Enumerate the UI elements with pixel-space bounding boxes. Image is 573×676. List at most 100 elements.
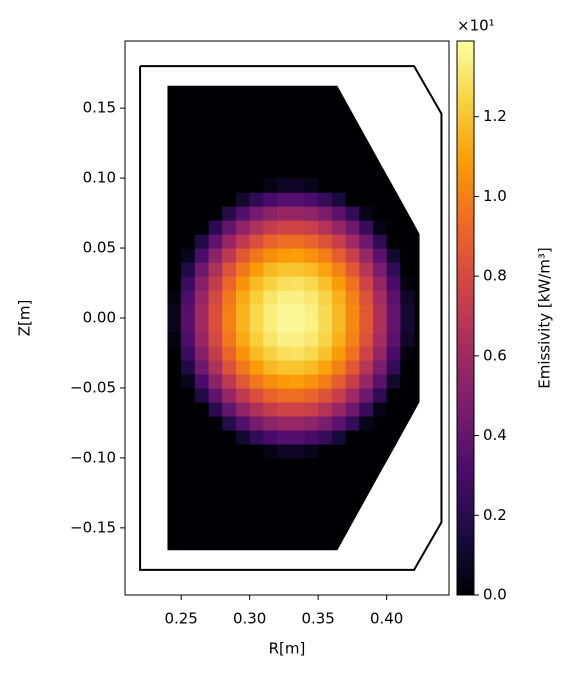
- heatmap-cell: [277, 387, 292, 403]
- heatmap-cell: [263, 429, 278, 445]
- heatmap-cell: [386, 401, 401, 417]
- heatmap-cell: [304, 220, 319, 235]
- heatmap-cell: [372, 276, 388, 291]
- heatmap-cell: [277, 192, 292, 207]
- heatmap-cell: [222, 345, 237, 361]
- heatmap-cell: [304, 345, 319, 361]
- heatmap-cell: [181, 429, 196, 445]
- heatmap-cell: [400, 234, 415, 249]
- heatmap-cell: [181, 276, 196, 291]
- heatmap-cell: [208, 248, 223, 263]
- x-tick-label: 0.35: [301, 610, 334, 628]
- heatmap-cell: [318, 220, 333, 235]
- heatmap-cell: [235, 387, 251, 403]
- heatmap-cell: [400, 276, 415, 291]
- heatmap-cell: [372, 290, 388, 305]
- heatmap-cell: [194, 304, 210, 319]
- heatmap-cell: [318, 331, 333, 347]
- heatmap-cell: [249, 373, 264, 389]
- heatmap-cell: [208, 387, 223, 403]
- y-tick-label: 0.05: [83, 239, 116, 257]
- heatmap-cell: [304, 304, 319, 319]
- heatmap-cell: [304, 192, 319, 207]
- heatmap-cell: [318, 192, 333, 207]
- heatmap-cell: [345, 429, 360, 445]
- heatmap-cell: [181, 262, 196, 277]
- heatmap-cell: [345, 331, 360, 347]
- heatmap-cell: [263, 415, 278, 431]
- heatmap-cell: [222, 206, 237, 221]
- heatmap-cell: [386, 318, 401, 333]
- wall: [139, 65, 443, 571]
- heatmap-cell: [345, 387, 360, 403]
- heatmap-cell: [249, 220, 264, 235]
- heatmap-cell: [208, 345, 223, 361]
- heatmap-cell: [372, 443, 388, 459]
- heatmap-cell: [181, 345, 196, 361]
- heatmap-cell: [290, 443, 306, 459]
- heatmap-cell: [345, 262, 360, 277]
- heatmap-cell: [235, 429, 251, 445]
- heatmap-cell: [277, 359, 292, 375]
- heatmap-cell: [249, 387, 264, 403]
- heatmap-cell: [235, 373, 251, 389]
- heatmap-cell: [208, 178, 223, 193]
- heatmap-cell: [304, 401, 319, 417]
- heatmap-cell: [372, 331, 388, 347]
- heatmap-cell: [181, 234, 196, 249]
- heatmap-cell: [249, 401, 264, 417]
- heatmap-cell: [263, 345, 278, 361]
- heatmap-cell: [222, 359, 237, 375]
- colorbar-tick-label: 1.2: [483, 107, 507, 125]
- heatmap-cell: [359, 290, 374, 305]
- heatmap-cell: [331, 429, 347, 445]
- heatmap-cell: [235, 331, 251, 347]
- heatmap-cell: [208, 234, 223, 249]
- heatmap-cell: [386, 234, 401, 249]
- heatmap-cell: [318, 262, 333, 277]
- heatmap-cell: [181, 178, 196, 193]
- heatmap-cell: [235, 220, 251, 235]
- heatmap-cell: [290, 234, 306, 249]
- heatmap-cell: [359, 234, 374, 249]
- heatmap-cell: [181, 192, 196, 207]
- heatmap-cell: [235, 415, 251, 431]
- heatmap-cell: [181, 304, 196, 319]
- heatmap-cell: [304, 373, 319, 389]
- heatmap-cell: [181, 359, 196, 375]
- heatmap-cell: [318, 276, 333, 291]
- heatmap-cell: [194, 443, 210, 459]
- heatmap-cell: [208, 276, 223, 291]
- heatmap-cell: [318, 290, 333, 305]
- plot-area: [139, 65, 443, 571]
- heatmap-cell: [372, 359, 388, 375]
- heatmap-cell: [194, 387, 210, 403]
- heatmap-cell: [345, 234, 360, 249]
- colorbar-label: Emissivity [kW/m³]: [536, 247, 554, 389]
- heatmap-cell: [208, 359, 223, 375]
- heatmap-cell: [222, 373, 237, 389]
- heatmap-cell: [345, 318, 360, 333]
- heatmap-cell: [167, 318, 182, 333]
- heatmap-cell: [208, 318, 223, 333]
- heatmap-cell: [386, 331, 401, 347]
- heatmap-cell: [167, 373, 182, 389]
- heatmap-cell: [194, 262, 210, 277]
- heatmap-cell: [167, 206, 182, 221]
- heatmap-cell: [359, 178, 374, 193]
- colorbar-tick-label: 0.4: [483, 426, 507, 444]
- y-tick-label: 0.15: [83, 99, 116, 117]
- heatmap-cell: [277, 262, 292, 277]
- heatmap-cell: [372, 387, 388, 403]
- heatmap-cell: [208, 220, 223, 235]
- heatmap-cell: [249, 262, 264, 277]
- heatmap-cell: [263, 387, 278, 403]
- heatmap-cell: [304, 318, 319, 333]
- heatmap-cell: [331, 276, 347, 291]
- heatmap-cell: [359, 206, 374, 221]
- heatmap-cell: [331, 206, 347, 221]
- heatmap-cell: [249, 206, 264, 221]
- heatmap-cell: [345, 304, 360, 319]
- heatmap-cell: [263, 262, 278, 277]
- heatmap-cell: [181, 248, 196, 263]
